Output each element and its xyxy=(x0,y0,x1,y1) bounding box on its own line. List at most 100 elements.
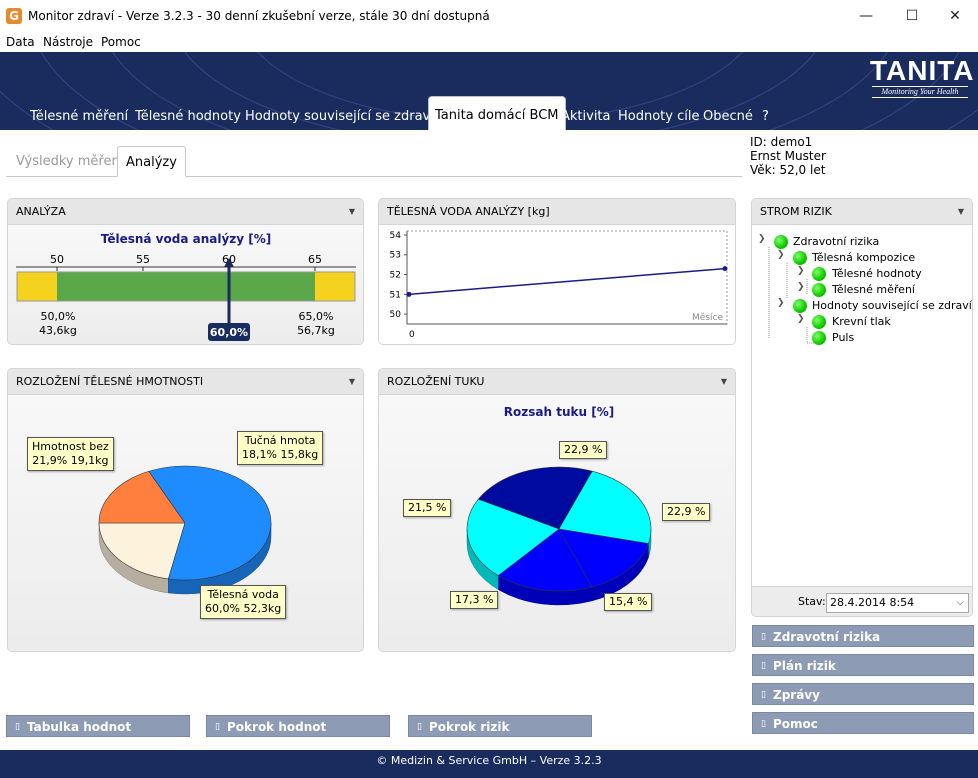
menu-data[interactable]: Data xyxy=(6,35,35,49)
tab-help[interactable]: ? xyxy=(762,109,769,124)
user-name: Ernst Muster xyxy=(750,149,826,163)
callout-voda-line2: 60,0% 52,3kg xyxy=(205,602,282,615)
tab-telesne-mereni[interactable]: Tělesné měření xyxy=(30,109,129,124)
tuk-pie-chart: Rozsah tuku [%] xyxy=(466,405,652,606)
tab-obecne[interactable]: Obecné xyxy=(703,109,753,124)
chevron-down-icon[interactable]: ▼ xyxy=(957,207,964,216)
footer: © Medizin & Service GmbH – Verze 3.2.3 xyxy=(0,750,978,778)
pokrok-hodnot-button[interactable]: ▯ Pokrok hodnot xyxy=(206,715,390,737)
chevron-down-icon: ⌵ xyxy=(956,597,964,608)
panel-hmotnost-header: ROZLOŽENÍ TĚLESNÉ HMOTNOSTI ▼ xyxy=(8,369,363,395)
pokrok-rizik-button[interactable]: ▯ Pokrok rizik xyxy=(408,715,592,737)
tree-collapse-icon[interactable]: ❯ xyxy=(758,234,766,244)
subtab-analyzy[interactable]: Analýzy xyxy=(117,146,186,177)
tab-telesne-hodnoty[interactable]: Tělesné hodnoty xyxy=(135,109,241,124)
panel-tuk: ROZLOŽENÍ TUKU ▼ Rozsah tuku [%] 22,9 % … xyxy=(378,368,736,652)
panel-hmotnost-body: Hmotnost bez 21,9% 19,1kg Tučná hmota 18… xyxy=(8,395,363,651)
tab-hodnoty-zdravi[interactable]: Hodnoty související se zdravím xyxy=(245,109,447,124)
status-ok-icon xyxy=(793,299,807,313)
panel-strom-rizik: STROM RIZIK ▼ ❯ Zdravotní rizika ❯ Těles… xyxy=(751,198,973,617)
title-bar: G Monitor zdraví - Verze 3.2.3 - 30 denn… xyxy=(0,0,978,32)
fat-slice-0 xyxy=(477,466,593,530)
panel-analyza-title: ANALÝZA xyxy=(16,205,66,218)
bar-range-low xyxy=(17,272,57,301)
tree-node-hodnoty-zdravi[interactable]: Hodnoty související se zdravím xyxy=(812,299,973,312)
panel-analyza: ANALÝZA ▼ Tělesná voda analýzy [%] 50 55 6… xyxy=(7,198,364,345)
tree-node-telesna-kompozice[interactable]: Tělesná kompozice xyxy=(812,251,916,264)
panel-strom-header: STROM RIZIK ▼ xyxy=(752,199,972,225)
chevron-down-icon[interactable]: ▼ xyxy=(348,377,355,386)
fat-label-3: 15,4 % xyxy=(604,593,653,611)
tree-collapse-icon[interactable]: ❯ xyxy=(777,298,785,308)
zpravy-button[interactable]: ▯ Zprávy xyxy=(752,683,974,705)
panel-analyza-body: Tělesná voda analýzy [%] 50556065 60,0% … xyxy=(8,225,363,344)
tree-expand-icon[interactable]: ❯ xyxy=(797,282,805,292)
chevron-down-icon[interactable]: ▼ xyxy=(348,207,355,216)
voda-plot-area xyxy=(406,230,728,325)
panel-voda-body: 54 53 52 51 50 0 Měsíce xyxy=(379,225,735,344)
panel-hmotnost-title: ROZLOŽENÍ TĚLESNÉ HMOTNOSTI xyxy=(16,375,204,388)
risk-tree: ❯ Zdravotní rizika ❯ Tělesná kompozice ❯… xyxy=(752,225,972,586)
tree-node-puls[interactable]: Puls xyxy=(832,331,855,344)
hmotnost-pie-chart xyxy=(98,465,272,595)
menu-pomoc[interactable]: Pomoc xyxy=(101,35,141,49)
tree-expand-icon[interactable]: ❯ xyxy=(797,266,805,276)
callout-voda-line1: Tělesná voda xyxy=(207,588,279,601)
subtab-vysledky[interactable]: Výsledky měření xyxy=(16,154,124,169)
stav-select[interactable]: 28.4.2014 8:54 ⌵ xyxy=(826,593,969,613)
logo-name: TANITA xyxy=(870,55,975,86)
plan-rizik-label: Plán rizik xyxy=(773,659,836,673)
voda-y-tick-label-3: 51 xyxy=(390,290,401,300)
pomoc-button[interactable]: ▯ Pomoc xyxy=(752,712,974,734)
tab-hodnoty-cile[interactable]: Hodnoty cíle xyxy=(618,109,700,124)
callout-tuk-line1: Tučná hmota xyxy=(244,434,316,447)
tab-tanita-bcm[interactable]: Tanita domácí BCM xyxy=(428,96,566,130)
panel-tuk-body: Rozsah tuku [%] 22,9 % 22,9 % 15,4 % 17,… xyxy=(379,395,735,651)
minimize-icon[interactable]: — xyxy=(859,8,873,24)
logo-tagline: Monitoring Your Health xyxy=(872,86,968,98)
status-ok-icon xyxy=(812,331,826,345)
tuk-chart-title: Rozsah tuku [%] xyxy=(504,405,614,419)
voda-y-tick-label-0: 54 xyxy=(390,231,402,241)
bullet-icon: ▯ xyxy=(761,632,766,642)
fat-slice-2 xyxy=(558,528,649,588)
zpravy-label: Zprávy xyxy=(773,688,820,702)
menu-nastroje[interactable]: Nástroje xyxy=(43,35,94,49)
tab-aktivita[interactable]: Aktivita xyxy=(561,109,611,124)
close-icon[interactable]: ✕ xyxy=(949,8,961,24)
fat-label-5: 21,5 % xyxy=(403,499,452,517)
tree-collapse-icon[interactable]: ❯ xyxy=(777,250,785,260)
tabulka-hodnot-button[interactable]: ▯ Tabulka hodnot xyxy=(6,715,190,737)
user-info: ID: demo1 Ernst Muster Věk: 52,0 let xyxy=(750,135,826,177)
mass-pie xyxy=(98,465,272,595)
analyza-tick-label-1: 55 xyxy=(136,253,150,266)
plan-rizik-button[interactable]: ▯ Plán rizik xyxy=(752,654,974,676)
pokrok-rizik-label: Pokrok rizik xyxy=(429,720,510,734)
tree-node-zdravotni-rizika[interactable]: Zdravotní rizika xyxy=(793,235,880,248)
value-marker-box xyxy=(208,323,250,341)
fat-label-1: 22,9 % xyxy=(559,441,608,459)
voda-point-0 xyxy=(406,291,412,297)
high-bound-kg: 56,7kg xyxy=(297,324,335,337)
tree-expand-icon[interactable]: ❯ xyxy=(797,314,805,324)
fat-label-2: 22,9 % xyxy=(662,503,711,521)
tree-lines xyxy=(768,247,818,344)
zdravotni-rizika-button[interactable]: ▯ Zdravotní rizika xyxy=(752,625,974,647)
mass-slice-1 xyxy=(98,470,186,524)
panel-hmotnost: ROZLOŽENÍ TĚLESNÉ HMOTNOSTI ▼ Hmotnost b… xyxy=(7,368,364,652)
voda-series xyxy=(406,266,728,297)
value-marker-label: 60,0% xyxy=(210,326,248,339)
footer-text: © Medizin & Service GmbH – Verze 3.2.3 xyxy=(376,754,602,767)
chevron-down-icon[interactable]: ▼ xyxy=(720,377,727,386)
fat-slice-3 xyxy=(497,528,593,592)
fat-slice-1 xyxy=(558,470,652,544)
status-ok-icon xyxy=(774,235,788,249)
status-ok-icon xyxy=(812,315,826,329)
tree-node-krevni-tlak[interactable]: Krevní tlak xyxy=(832,315,891,328)
tree-node-telesne-hodnoty[interactable]: Tělesné hodnoty xyxy=(832,267,922,280)
voda-y-tick-label-4: 50 xyxy=(390,310,402,320)
tree-node-telesne-mereni[interactable]: Tělesné měření xyxy=(832,283,915,296)
bullet-icon: ▯ xyxy=(761,719,766,729)
stav-label: Stav: xyxy=(798,595,826,608)
maximize-icon[interactable]: ☐ xyxy=(905,8,919,24)
